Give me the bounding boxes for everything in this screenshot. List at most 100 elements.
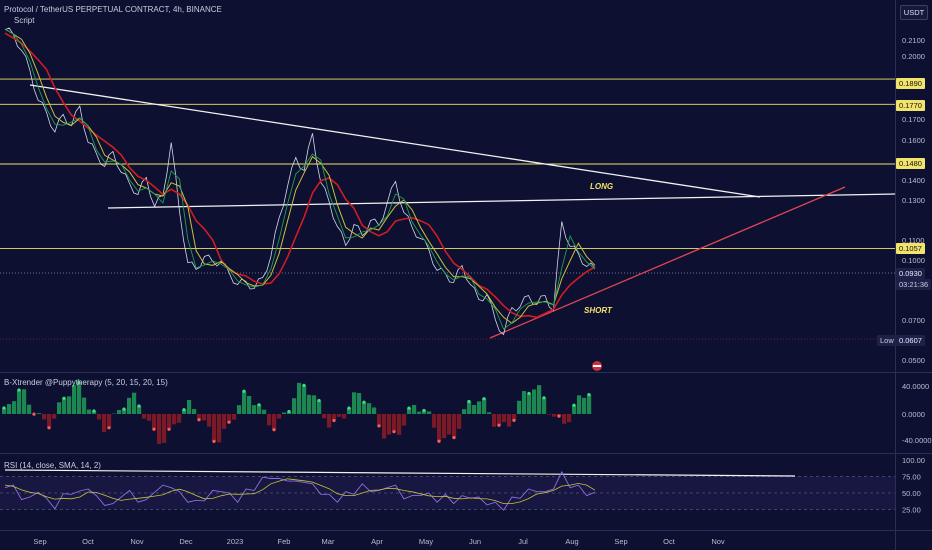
date-tick-label: Oct — [663, 537, 676, 546]
date-tick-label: Apr — [371, 537, 383, 546]
oscillator-bar — [57, 402, 62, 414]
oscillator-bar — [257, 404, 262, 414]
oscillator-bar — [2, 408, 7, 414]
price-tick-label: 0.1000 — [902, 256, 925, 265]
oscillator-bar — [82, 397, 87, 414]
oscillator-bar — [402, 414, 407, 426]
horizontal-trendline — [107, 193, 896, 209]
oscillator-bar — [517, 400, 522, 414]
rsi-tick-label: 100.00 — [902, 456, 925, 465]
low-value: 0.0607 — [896, 335, 925, 346]
date-tick-label: Feb — [278, 537, 291, 546]
oscillator-bar — [102, 414, 107, 432]
oscillator-bar — [172, 414, 177, 425]
date-tick-label: Sep — [614, 537, 627, 546]
oscillator-bar — [307, 394, 312, 414]
oscillator-bar — [67, 396, 72, 414]
oscillator-bar — [117, 409, 122, 414]
oscillator-bar — [507, 414, 512, 427]
oscillator-bar — [17, 389, 22, 414]
oscillator-bar — [462, 409, 467, 414]
script-label: Script — [14, 16, 35, 25]
date-tick-label: Aug — [565, 537, 578, 546]
oscillator-bar — [197, 414, 202, 420]
oscillator-bar — [502, 414, 507, 423]
oscillator-dot — [392, 430, 396, 434]
rsi-tick-label: 75.00 — [902, 473, 921, 482]
oscillator-bar — [302, 385, 307, 414]
oscillator-dot — [167, 427, 171, 431]
oscillator-dot — [92, 409, 96, 413]
oscillator-bar — [577, 395, 582, 414]
xtrender-oscillator — [2, 380, 592, 444]
oscillator-dot — [587, 392, 591, 397]
oscillator-bar — [157, 414, 162, 444]
oscillator-bar — [452, 414, 457, 438]
rsi-line — [4, 470, 596, 511]
price-tick-label: 0.0700 — [902, 316, 925, 325]
oscillator-bar — [392, 414, 397, 432]
oscillator-bar — [427, 411, 432, 414]
oscillator-bar — [277, 414, 282, 419]
oscillator-dot — [77, 380, 81, 385]
oscillator-dot — [317, 398, 321, 403]
flag-icon[interactable] — [592, 361, 602, 371]
price-tick-label: 0.1400 — [902, 176, 925, 185]
oscillator-bar — [252, 405, 257, 414]
moving-average-line — [4, 28, 596, 324]
oscillator-dot — [467, 399, 471, 404]
oscillator-bar — [552, 414, 557, 417]
oscillator-bar — [542, 397, 547, 414]
oscillator-bar — [137, 406, 142, 414]
oscillator-bar — [332, 414, 337, 421]
level-tag: 0.1890 — [896, 78, 925, 89]
currency-button[interactable]: USDT — [900, 5, 928, 20]
oscillator-bar — [432, 414, 437, 428]
osc-tick-label: 40.0000 — [902, 382, 929, 391]
date-tick-label: 2023 — [227, 537, 244, 546]
oscillator-bar — [477, 401, 482, 414]
oscillator-bar — [367, 403, 372, 414]
oscillator-bar — [217, 414, 222, 443]
oscillator-bar — [527, 393, 532, 414]
oscillator-bar — [377, 414, 382, 426]
rsi-trendline — [4, 469, 796, 477]
oscillator-bar — [177, 414, 182, 423]
price-tick-label: 0.1100 — [902, 236, 924, 245]
oscillator-bar — [192, 408, 197, 414]
oscillator-dot — [527, 391, 531, 396]
oscillator-bar — [167, 414, 172, 430]
oscillator-dot — [437, 439, 441, 443]
oscillator-bar — [97, 414, 102, 420]
oscillator-bar — [272, 414, 277, 430]
oscillator-dot — [422, 408, 426, 413]
date-tick-label: Mar — [322, 537, 335, 546]
oscillator-bar — [127, 397, 132, 414]
oscillator-bar — [522, 391, 527, 414]
level-tag: 0.1770 — [896, 100, 925, 111]
rsi-title: RSI (14, close, SMA, 14, 2) — [4, 461, 101, 470]
price-tick-label: 0.2000 — [902, 52, 925, 61]
oscillator-dot — [227, 420, 231, 424]
ascending-trendline — [489, 186, 846, 339]
oscillator-dot — [137, 404, 141, 408]
oscillator-bar — [62, 398, 67, 414]
oscillator-dot — [407, 406, 411, 410]
date-tick-label: Sep — [33, 537, 46, 546]
oscillator-bar — [347, 408, 352, 414]
oscillator-bar — [52, 414, 57, 419]
oscillator-dot — [107, 426, 111, 430]
oscillator-dot — [32, 412, 36, 416]
oscillator-dot — [452, 436, 456, 440]
oscillator-dot — [332, 418, 336, 423]
date-tick-label: Nov — [711, 537, 725, 546]
trend-lines — [29, 84, 896, 339]
osc-tick-label: 0.0000 — [902, 410, 925, 419]
oscillator-bar — [467, 401, 472, 414]
oscillator-bar — [27, 404, 32, 414]
oscillator-bar — [457, 414, 462, 429]
oscillator-dot — [302, 383, 306, 388]
oscillator-bar — [482, 398, 487, 414]
oscillator-dot — [17, 388, 21, 392]
